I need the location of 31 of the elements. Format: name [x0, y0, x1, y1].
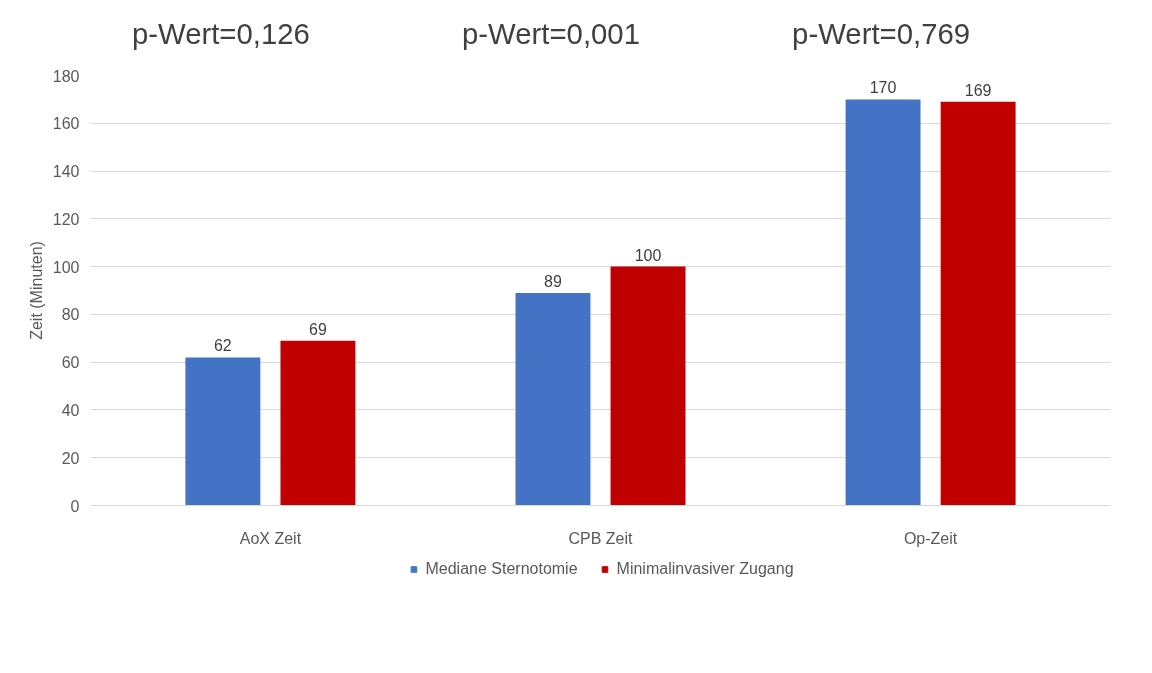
data-label: 89: [544, 272, 562, 290]
y-tick-label: 140: [52, 163, 80, 181]
text: p-Wert=0,001: [462, 16, 640, 50]
data-label: 62: [213, 337, 232, 355]
legend-label: Mediane Sternotomie: [425, 560, 578, 578]
bar: [610, 266, 686, 506]
y-tick-label: 160: [52, 115, 80, 133]
text: p-Wert=0,769: [792, 16, 971, 50]
data-label: 69: [309, 320, 327, 338]
bar: [185, 357, 261, 506]
bar: [940, 101, 1016, 506]
x-tick-label: CPB Zeit: [568, 529, 634, 547]
y-tick-label: 80: [61, 306, 80, 324]
y-axis-title: Zeit (Minuten): [27, 241, 45, 340]
y-tick-label: 120: [52, 210, 80, 228]
bar: [845, 99, 921, 506]
y-tick-label: 40: [61, 401, 80, 419]
x-tick-label: AoX Zeit: [239, 529, 302, 547]
y-tick-label: 100: [52, 258, 80, 276]
text: p-Wert=0,126: [131, 16, 310, 50]
x-tick-label: Op-Zeit: [903, 529, 958, 547]
bar: [280, 340, 356, 506]
bar: [515, 292, 591, 506]
y-tick-label: 0: [70, 497, 80, 515]
data-label: 170: [869, 79, 897, 97]
data-label: 100: [634, 246, 662, 264]
y-tick-label: 180: [52, 67, 80, 85]
y-tick-label: 20: [61, 449, 80, 467]
legend-label: Minimalinvasiver Zugang: [616, 560, 794, 578]
data-label: 169: [964, 81, 992, 99]
y-tick-label: 60: [61, 354, 80, 372]
